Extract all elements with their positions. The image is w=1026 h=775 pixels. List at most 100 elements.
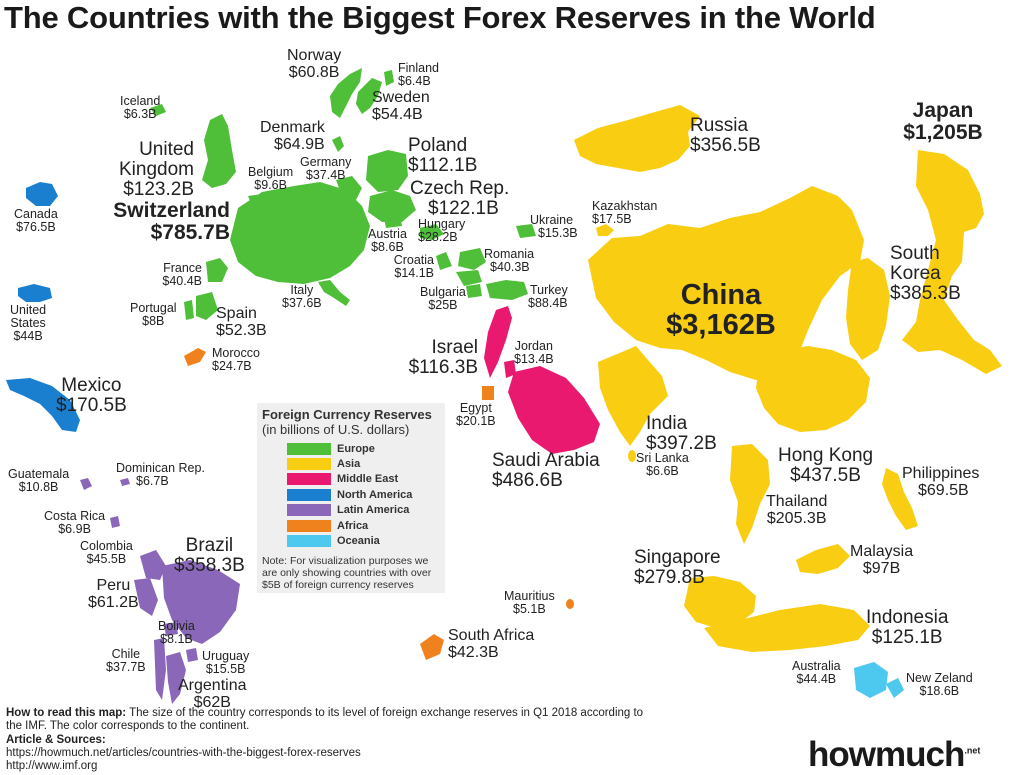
legend-label: Oceania — [337, 535, 380, 548]
india-shape — [598, 346, 668, 446]
page-title: The Countries with the Biggest Forex Res… — [4, 0, 876, 35]
japan-shape — [902, 150, 1002, 374]
uruguay-shape — [186, 648, 198, 662]
morocco-shape — [184, 348, 206, 366]
label-sweden: Sweden $54.4B — [372, 89, 430, 123]
brand-name: howmuch — [808, 735, 965, 774]
legend-swatch — [287, 519, 331, 532]
how-to-text: The size of the country corresponds to i… — [6, 707, 644, 733]
label-thailand: Thailand $205.3B — [766, 493, 828, 527]
legend-title: Foreign Currency Reserves — [262, 407, 432, 422]
egypt-shape — [482, 386, 494, 400]
label-morocco: Morocco $24.7B — [212, 346, 260, 374]
sources-label: Article & Sources: — [6, 733, 106, 746]
colombia-shape — [140, 550, 166, 580]
new-zealand-shape — [886, 678, 904, 698]
oceania-region — [854, 662, 904, 698]
asia-region — [574, 105, 1002, 652]
how-to-read: How to read this map: The size of the co… — [6, 707, 646, 734]
legend-swatch — [287, 473, 331, 486]
label-malaysia: Malaysia $97B — [850, 543, 914, 577]
legend-items: Europe Asia Middle East North America Latin … — [262, 441, 440, 549]
poland-shape — [366, 150, 408, 192]
australia-shape — [854, 662, 888, 698]
label-uk: United Kingdom $123.2B — [119, 139, 194, 200]
south-korea-shape — [846, 258, 890, 360]
portugal-shape — [184, 300, 194, 320]
legend: Foreign Currency Reserves (in billions o… — [257, 403, 445, 593]
indonesia-shape — [704, 604, 870, 652]
legend-label: Middle East — [337, 473, 399, 486]
legend-item: Asia — [262, 456, 440, 471]
label-ukraine: Ukraine $15.3B — [530, 213, 578, 241]
label-saudi-arabia: Saudi Arabia $486.6B — [492, 450, 600, 491]
label-croatia: Croatia $14.1B — [393, 253, 434, 281]
label-peru: Peru $61.2B — [88, 577, 139, 611]
philippines-shape — [882, 468, 918, 530]
kazakhstan-shape — [596, 224, 614, 236]
label-guatemala: Guatemala $10.8B — [8, 467, 70, 495]
label-dominican: Dominican Rep. $6.7B — [116, 461, 205, 489]
label-switzerland: Switzerland $785.7B — [113, 199, 230, 245]
legend-swatch — [287, 458, 331, 471]
label-singapore: Singapore $279.8B — [634, 547, 721, 588]
legend-label: Asia — [337, 458, 361, 471]
europe-region — [150, 68, 536, 320]
canada-shape — [26, 182, 58, 206]
jordan-shape — [504, 360, 516, 378]
ukraine-shape — [516, 224, 536, 238]
how-to-label: How to read this map: — [6, 707, 127, 719]
label-turkey: Turkey $88.4B — [528, 283, 568, 311]
legend-item: North America — [262, 487, 440, 502]
france-shape — [206, 258, 228, 282]
label-hong-kong: Hong Kong $437.5B — [778, 445, 874, 486]
north-america-region — [6, 182, 80, 432]
romania-shape — [458, 248, 486, 270]
label-mexico: Mexico $170.5B — [56, 375, 127, 416]
iceland-shape — [150, 104, 166, 116]
label-australia: Australia $44.4B — [792, 659, 841, 687]
mauritius-shape — [566, 599, 574, 609]
label-costa-rica: Costa Rica $6.9B — [44, 509, 106, 537]
chile-shape — [154, 638, 166, 700]
brazil-shape — [162, 560, 240, 644]
south-africa-shape — [420, 634, 444, 660]
label-denmark: Denmark $64.9B — [260, 119, 325, 153]
austria-shape — [384, 216, 402, 228]
guatemala-shape — [80, 478, 92, 490]
label-sri-lanka: Sri Lanka $6.6B — [636, 451, 689, 479]
legend-item: Europe — [262, 441, 440, 456]
source-link-2[interactable]: http://www.imf.org — [6, 760, 98, 773]
finland-shape — [384, 70, 394, 86]
mexico-shape — [6, 378, 80, 432]
legend-item: Africa — [262, 518, 440, 533]
italy-shape — [318, 280, 350, 306]
label-czech: Czech Rep. $122.1B — [410, 178, 510, 219]
label-belgium: Belgium $9.6B — [248, 165, 294, 193]
singapore-shape — [684, 576, 756, 628]
label-japan: Japan $1,205B — [903, 99, 983, 145]
africa-region — [184, 348, 574, 660]
label-bulgaria: Bulgaria $25B — [420, 285, 466, 313]
dominican-shape — [120, 478, 130, 486]
label-china: China $3,162B — [666, 279, 776, 342]
germany-shape — [336, 176, 362, 200]
label-philippines: Philippines $69.5B — [902, 465, 980, 499]
china-shape — [588, 186, 864, 380]
bolivia-shape — [164, 622, 178, 636]
label-bolivia: Bolivia $8.1B — [158, 619, 195, 647]
switzerland-shape — [230, 182, 370, 284]
label-france: France $40.4B — [162, 261, 202, 289]
source-link-1[interactable]: https://howmuch.net/articles/countries-w… — [6, 746, 361, 759]
label-italy: Italy $37.6B — [282, 283, 322, 311]
costa-rica-shape — [110, 516, 120, 528]
middle-east-region — [484, 306, 600, 454]
argentina-shape — [166, 652, 186, 704]
us-shape — [18, 284, 52, 302]
label-new-zealand: New Zeland $18.6B — [906, 671, 973, 699]
label-mauritius: Mauritius $5.1B — [504, 589, 555, 617]
denmark-shape — [332, 136, 344, 152]
legend-swatch — [287, 504, 331, 517]
